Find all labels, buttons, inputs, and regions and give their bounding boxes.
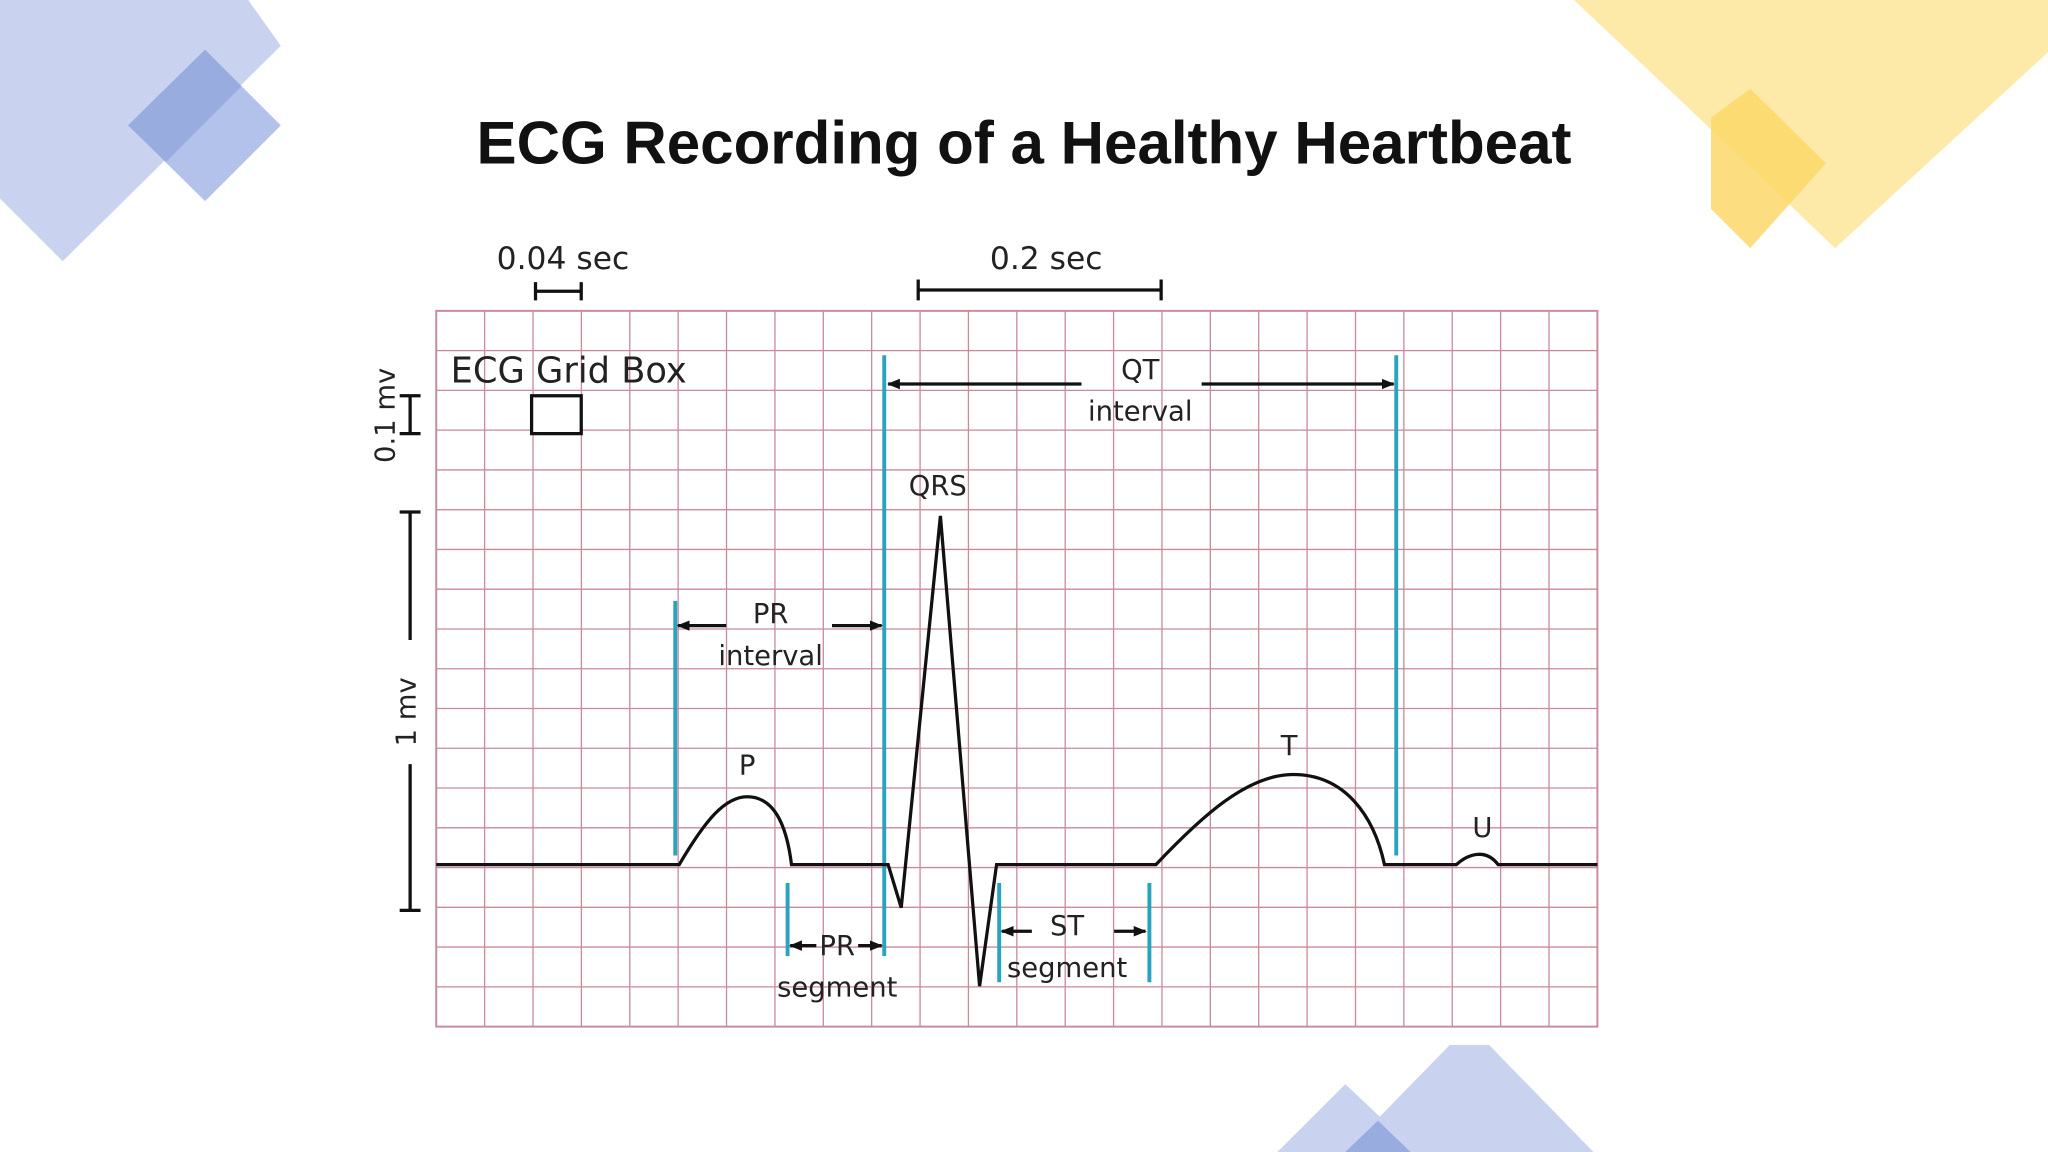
grid-box-label: ECG Grid Box bbox=[451, 351, 687, 392]
st-segment-kind: segment bbox=[1007, 953, 1127, 984]
grid-border bbox=[435, 309, 1599, 1028]
interval-arrows bbox=[676, 378, 1395, 951]
pr-name: PR bbox=[753, 599, 789, 630]
grid-box bbox=[529, 394, 583, 436]
voltage-large-label: 1 mv bbox=[391, 677, 422, 746]
time-large-label: 0.2 sec bbox=[990, 241, 1103, 277]
qt-kind: interval bbox=[1088, 397, 1193, 428]
st-segment-name: ST bbox=[1050, 911, 1084, 942]
qt-name: QT bbox=[1121, 355, 1160, 386]
ecg-waveform bbox=[436, 515, 1598, 987]
voltage-small-label: 0.1 mv bbox=[370, 368, 401, 463]
p-wave-label: P bbox=[739, 751, 756, 782]
scale-bars bbox=[399, 279, 1163, 912]
qrs-label: QRS bbox=[909, 471, 967, 502]
slide-title: ECG Recording of a Healthy Heartbeat bbox=[477, 109, 1572, 176]
pr-segment-name: PR bbox=[819, 931, 855, 962]
interval-markers bbox=[673, 355, 1399, 983]
pr-segment-kind: segment bbox=[777, 973, 897, 1004]
t-wave-label: T bbox=[1280, 731, 1298, 762]
pr-kind: interval bbox=[718, 641, 823, 672]
time-small-label: 0.04 sec bbox=[497, 241, 630, 277]
ecg-grid bbox=[436, 310, 1598, 1027]
u-wave-label: U bbox=[1472, 813, 1492, 844]
